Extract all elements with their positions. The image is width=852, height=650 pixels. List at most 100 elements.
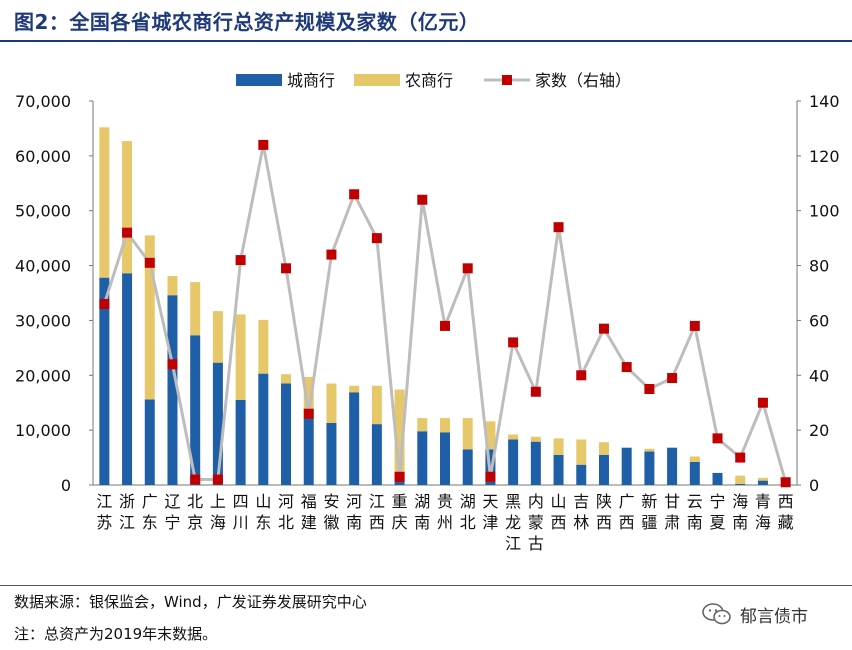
x-tick-label: 海 xyxy=(732,492,748,511)
marker-bank-count xyxy=(462,263,473,274)
bar-rural-commercial xyxy=(462,418,473,450)
bar-city-commercial xyxy=(576,464,587,485)
y-right-tick-label: 40 xyxy=(809,366,829,385)
x-tick-label: 云 xyxy=(687,492,703,511)
x-tick-label: 州 xyxy=(437,513,453,532)
x-tick-label: 四 xyxy=(233,492,249,511)
x-tick-label: 吉 xyxy=(573,492,589,511)
x-tick-label: 徽 xyxy=(323,513,339,532)
x-tick-label: 庆 xyxy=(392,513,408,532)
bar-rural-commercial xyxy=(235,314,246,400)
marker-bank-count xyxy=(553,222,564,233)
bar-city-commercial xyxy=(712,472,723,485)
bar-rural-commercial xyxy=(212,311,223,363)
bar-rural-commercial xyxy=(394,389,405,473)
data-source: 数据来源：银保监会，Wind，广发证券发展研究中心 xyxy=(14,593,367,611)
y-left-tick-label: 60,000 xyxy=(15,147,71,166)
bar-rural-commercial xyxy=(485,421,496,450)
brand-name: 郁言债市 xyxy=(740,607,808,627)
bar-rural-commercial xyxy=(349,385,360,393)
x-tick-label: 河 xyxy=(278,492,294,511)
x-tick-label: 西 xyxy=(778,492,794,511)
legend-swatch-count-marker xyxy=(502,75,512,85)
x-tick-label: 蒙 xyxy=(528,513,544,532)
x-tick-label: 南 xyxy=(346,513,362,532)
marker-bank-count xyxy=(326,249,337,260)
x-tick-label: 福 xyxy=(301,492,317,511)
title-bar: 图2：全国各省城农商行总资产规模及家数（亿元） xyxy=(0,0,852,40)
bar-rural-commercial xyxy=(644,448,655,452)
x-tick-label: 江 xyxy=(96,492,112,511)
marker-bank-count xyxy=(417,194,428,205)
bar-city-commercial xyxy=(735,483,746,485)
x-tick-label: 安 xyxy=(323,492,339,511)
x-tick-label: 江 xyxy=(119,513,135,532)
x-tick-label: 湖 xyxy=(414,492,430,511)
x-tick-label: 藏 xyxy=(778,513,794,532)
bar-city-commercial xyxy=(258,373,269,485)
x-tick-label: 东 xyxy=(255,513,271,532)
chart-title: 图2：全国各省城农商行总资产规模及家数（亿元） xyxy=(14,10,480,34)
x-tick-label: 京 xyxy=(187,513,203,532)
marker-bank-count xyxy=(667,373,678,384)
bar-city-commercial xyxy=(667,447,678,485)
y-left-tick-label: 20,000 xyxy=(15,366,71,385)
marker-bank-count xyxy=(190,474,201,485)
x-tick-label: 上 xyxy=(210,492,226,511)
marker-bank-count xyxy=(621,362,632,373)
y-right-tick-label: 20 xyxy=(809,421,829,440)
x-tick-label: 苏 xyxy=(96,513,112,532)
y-right-tick-label: 80 xyxy=(809,257,829,276)
marker-bank-count xyxy=(349,189,360,200)
title-rule xyxy=(0,40,852,42)
x-tick-label: 贵 xyxy=(437,492,453,511)
marker-bank-count xyxy=(780,477,791,488)
x-tick-label: 山 xyxy=(551,492,567,511)
x-tick-label: 山 xyxy=(255,492,271,511)
x-tick-label: 东 xyxy=(142,513,158,532)
x-tick-label: 重 xyxy=(392,492,408,511)
legend-swatch-rural xyxy=(354,74,400,86)
x-tick-label: 北 xyxy=(278,513,294,532)
bar-rural-commercial xyxy=(258,319,269,374)
bar-rural-commercial xyxy=(99,127,110,278)
x-tick-label: 辽 xyxy=(164,492,180,511)
x-tick-label: 西 xyxy=(619,513,635,532)
bar-rural-commercial xyxy=(371,385,382,425)
y-right-tick-label: 60 xyxy=(809,311,829,330)
x-tick-label: 建 xyxy=(301,513,317,532)
bar-rural-commercial xyxy=(735,475,746,484)
x-tick-label: 新 xyxy=(641,492,657,511)
marker-bank-count xyxy=(303,408,314,419)
bar-city-commercial xyxy=(508,439,519,485)
bar-rural-commercial xyxy=(122,141,133,274)
marker-bank-count xyxy=(122,227,133,238)
bar-city-commercial xyxy=(326,423,337,485)
bar-city-commercial xyxy=(303,417,314,485)
marker-bank-count xyxy=(530,386,541,397)
bar-rural-commercial xyxy=(167,275,178,296)
x-tick-label: 西 xyxy=(596,513,612,532)
y-left-tick-label: 0 xyxy=(61,476,71,495)
marker-bank-count xyxy=(712,433,723,444)
marker-bank-count xyxy=(757,397,768,408)
marker-bank-count xyxy=(598,323,609,334)
x-tick-label: 宁 xyxy=(164,513,180,532)
bar-rural-commercial xyxy=(417,418,428,432)
x-tick-label: 西 xyxy=(369,513,385,532)
legend-label-count: 家数（右轴） xyxy=(535,71,631,90)
x-tick-label: 南 xyxy=(687,513,703,532)
y-right-tick-label: 100 xyxy=(809,202,840,221)
x-tick-label: 湖 xyxy=(460,492,476,511)
marker-bank-count xyxy=(440,320,450,331)
bar-city-commercial xyxy=(553,454,564,485)
marker-bank-count xyxy=(167,359,178,370)
data-note: 注：总资产为2019年末数据。 xyxy=(14,625,218,643)
marker-bank-count xyxy=(394,471,405,482)
legend-swatch-city xyxy=(236,74,282,86)
bar-city-commercial xyxy=(167,295,178,485)
x-tick-label: 南 xyxy=(414,513,430,532)
bar-rural-commercial xyxy=(326,383,337,424)
y-right-tick-label: 0 xyxy=(809,476,819,495)
bar-city-commercial xyxy=(530,441,541,485)
